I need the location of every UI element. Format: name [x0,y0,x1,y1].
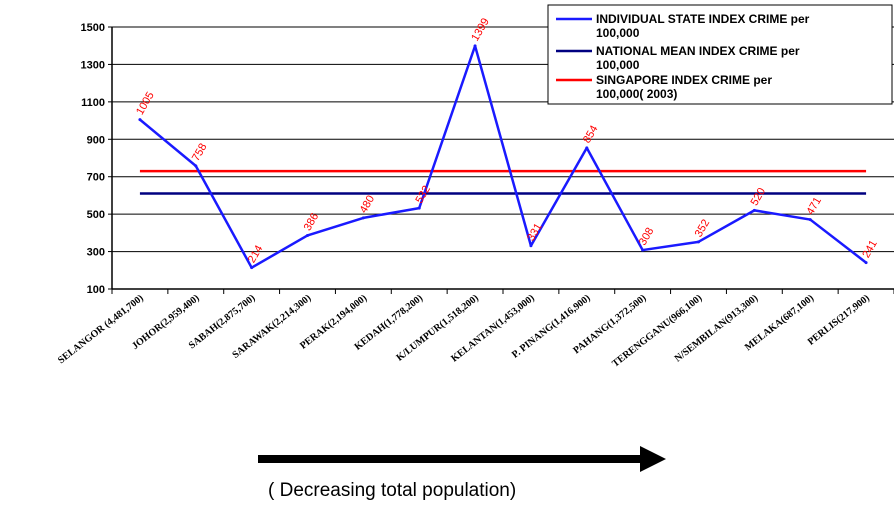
y-axis-ticks: 100 300 500 700 900 1100 1300 1500 [81,22,105,296]
arrow-head [640,446,666,472]
data-label: 241 [860,238,880,260]
y-tick-label: 900 [87,134,105,146]
state-index-point [250,266,254,270]
axes [108,26,894,294]
y-tick-label: 1500 [81,22,105,34]
state-index-point [808,218,812,222]
state-index-point [585,146,589,150]
state-index-point [864,261,868,265]
legend-label: 100,000 [596,26,640,40]
data-label: 758 [190,141,210,163]
state-index-point [138,118,142,122]
legend-label: SINGAPORE INDEX CRIME per [596,73,772,87]
legend-label: INDIVIDUAL STATE INDEX CRIME per [596,12,810,26]
x-tick-label: SELANGOR (4,481,700) [56,293,146,366]
state-index-line [139,44,867,269]
data-label: 1399 [469,16,492,43]
data-label: 532 [413,184,433,206]
state-index-point [529,244,533,248]
y-tick-label: 300 [87,247,105,259]
x-tick-label: TERENGGANU(966,100) [610,293,704,370]
state-index-point [194,164,198,168]
data-label: 1005 [134,90,157,117]
data-label: 308 [637,226,657,248]
state-index-point [473,44,477,48]
data-label: 480 [358,193,378,215]
x-axis-ticks: SELANGOR (4,481,700)JOHOR(2,959,400)SABA… [56,293,872,370]
legend-box [547,4,893,105]
y-tick-label: 500 [87,209,105,221]
legend-label: 100,000( 2003) [596,87,677,101]
y-tick-label: 1300 [81,59,105,71]
population-note: ( Decreasing total population) [268,480,517,501]
y-tick-label: 100 [87,284,105,296]
state-index-point [417,206,421,210]
data-label: 854 [581,123,601,145]
y-tick-label: 700 [87,172,105,184]
legend-label: 100,000 [596,58,640,72]
population-arrow [258,446,666,472]
legend-label: NATIONAL MEAN INDEX CRIME per [596,44,800,58]
state-index-point [752,208,756,212]
series-group [138,44,868,270]
state-index-point [641,248,645,252]
arrow-shaft [258,455,642,463]
state-index-point [697,240,700,244]
legend: INDIVIDUAL STATE INDEX CRIME per100,000N… [547,4,893,105]
state-index-point [306,233,309,237]
y-tick-label: 1100 [81,97,105,109]
state-index-point [361,216,365,220]
gridlines [112,26,894,253]
data-label: 520 [749,186,769,208]
